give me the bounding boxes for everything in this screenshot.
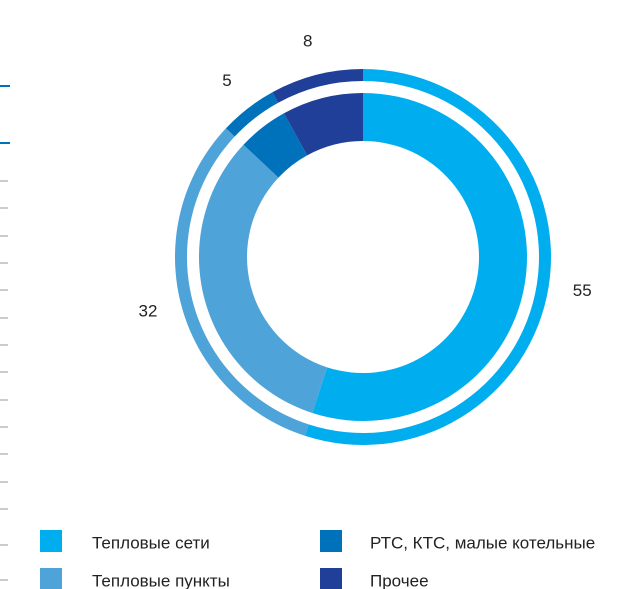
data-label: 8 (303, 31, 312, 50)
donut-segment (243, 113, 308, 178)
legend-label: Тепловые сети (92, 533, 210, 552)
legend-swatch (320, 568, 342, 589)
outer-ring-segment (175, 128, 309, 436)
data-label: 32 (139, 302, 158, 321)
data-label: 5 (222, 71, 231, 90)
legend-swatch (40, 530, 62, 552)
side-rule (0, 85, 10, 581)
legend-label: Прочее (370, 571, 429, 589)
outer-ring-segment (225, 92, 279, 137)
legend-label: Тепловые пункты (92, 571, 230, 589)
donut-segment (312, 93, 527, 421)
legend-label: РТС, КТС, малые котельные (370, 533, 595, 552)
legend-swatch (320, 530, 342, 552)
donut-segment (198, 144, 328, 413)
legend-swatch (40, 568, 62, 589)
donut-segment (283, 93, 363, 156)
data-label: 55 (573, 281, 592, 300)
outer-ring-segment (272, 69, 363, 103)
